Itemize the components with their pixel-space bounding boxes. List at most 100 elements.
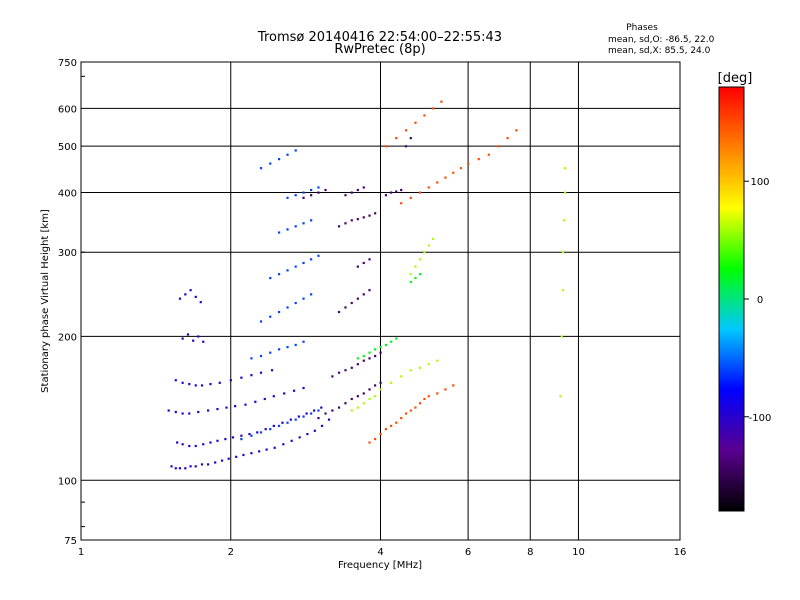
data-point bbox=[356, 265, 359, 268]
data-point bbox=[337, 225, 341, 228]
data-point bbox=[302, 222, 305, 225]
data-point bbox=[409, 137, 412, 140]
y-axis-ticks: 75 100 200 300 400 500 600 750 bbox=[58, 58, 85, 547]
y-tick-label: 500 bbox=[58, 142, 77, 153]
data-point bbox=[317, 254, 320, 257]
data-point bbox=[337, 406, 341, 409]
x-axis-ticks: 1 2 4 6 8 10 16 bbox=[78, 547, 687, 558]
y-tick-label: 750 bbox=[58, 58, 77, 69]
data-point bbox=[395, 137, 398, 140]
data-point bbox=[404, 129, 408, 132]
data-point bbox=[184, 467, 187, 470]
data-point bbox=[273, 446, 276, 449]
data-point bbox=[337, 310, 341, 314]
data-point bbox=[431, 107, 435, 110]
data-point bbox=[250, 357, 253, 360]
data-point bbox=[289, 418, 292, 421]
data-point bbox=[188, 412, 191, 415]
data-point bbox=[350, 301, 353, 305]
data-point bbox=[277, 348, 281, 351]
data-point bbox=[277, 158, 281, 161]
data-point bbox=[282, 443, 285, 446]
data-point bbox=[277, 310, 281, 314]
data-point bbox=[362, 354, 365, 358]
data-point bbox=[259, 371, 263, 374]
plot-frame bbox=[80, 61, 681, 541]
data-point bbox=[418, 366, 422, 369]
data-point bbox=[350, 219, 353, 222]
data-point bbox=[374, 384, 377, 387]
data-point bbox=[390, 381, 393, 384]
x-tick-label: 1 bbox=[78, 547, 84, 558]
data-point bbox=[390, 424, 393, 428]
x-axis-label: Frequency [MHz] bbox=[338, 560, 422, 571]
data-point bbox=[235, 455, 238, 458]
data-point bbox=[264, 428, 267, 431]
data-point bbox=[269, 428, 272, 431]
data-point bbox=[379, 346, 382, 349]
data-point bbox=[174, 379, 177, 382]
data-point bbox=[194, 444, 197, 448]
data-point bbox=[256, 431, 259, 434]
y-tick-label: 400 bbox=[58, 188, 77, 199]
data-point bbox=[209, 441, 212, 444]
data-point bbox=[362, 402, 365, 405]
data-point bbox=[176, 441, 179, 444]
data-point bbox=[418, 191, 422, 194]
data-point bbox=[409, 280, 412, 284]
x-tick-label: 16 bbox=[674, 547, 687, 558]
data-point bbox=[231, 436, 235, 439]
data-point bbox=[423, 397, 426, 401]
colorbar-tick-label: 0 bbox=[757, 295, 763, 306]
data-point bbox=[436, 181, 439, 184]
data-point bbox=[395, 190, 398, 193]
data-point bbox=[197, 335, 200, 338]
data-point bbox=[206, 409, 210, 412]
data-point bbox=[320, 424, 324, 428]
data-point bbox=[292, 389, 296, 392]
data-point bbox=[272, 395, 275, 398]
data-point bbox=[209, 383, 212, 386]
data-point bbox=[368, 397, 371, 401]
x-tick-label: 10 bbox=[572, 547, 585, 558]
data-point bbox=[199, 301, 202, 304]
data-point bbox=[562, 219, 566, 222]
data-point bbox=[302, 261, 305, 265]
data-point bbox=[317, 409, 320, 412]
stats-heading: Phases bbox=[626, 23, 658, 33]
data-point bbox=[418, 258, 422, 261]
data-point bbox=[414, 276, 417, 280]
data-point bbox=[310, 258, 313, 261]
data-point bbox=[302, 386, 305, 390]
data-point bbox=[400, 375, 403, 378]
data-point bbox=[409, 273, 412, 276]
data-point bbox=[423, 251, 426, 254]
data-point bbox=[194, 465, 197, 468]
colorbar-label: [deg] bbox=[718, 71, 753, 86]
data-point bbox=[200, 463, 204, 466]
data-point bbox=[350, 191, 353, 194]
data-point bbox=[444, 176, 447, 179]
data-point bbox=[277, 273, 281, 276]
data-point bbox=[229, 379, 232, 382]
data-point bbox=[170, 465, 173, 468]
chart-title: Tromsø 20140416 22:54:00–22:55:43 bbox=[257, 30, 502, 45]
data-point bbox=[188, 444, 191, 448]
data-point bbox=[216, 407, 219, 411]
data-point bbox=[202, 340, 205, 343]
data-point bbox=[427, 395, 430, 398]
data-point bbox=[356, 406, 359, 409]
data-point bbox=[506, 137, 509, 140]
data-point bbox=[331, 375, 334, 378]
data-point bbox=[225, 406, 228, 409]
data-point bbox=[294, 418, 297, 421]
x-tick-label: 2 bbox=[228, 547, 234, 558]
data-points bbox=[167, 100, 567, 470]
data-point bbox=[189, 465, 192, 468]
data-point bbox=[286, 346, 289, 349]
data-point bbox=[302, 415, 305, 418]
data-point bbox=[362, 359, 365, 362]
data-point bbox=[181, 381, 184, 384]
data-point bbox=[374, 395, 377, 398]
data-point bbox=[561, 251, 564, 254]
